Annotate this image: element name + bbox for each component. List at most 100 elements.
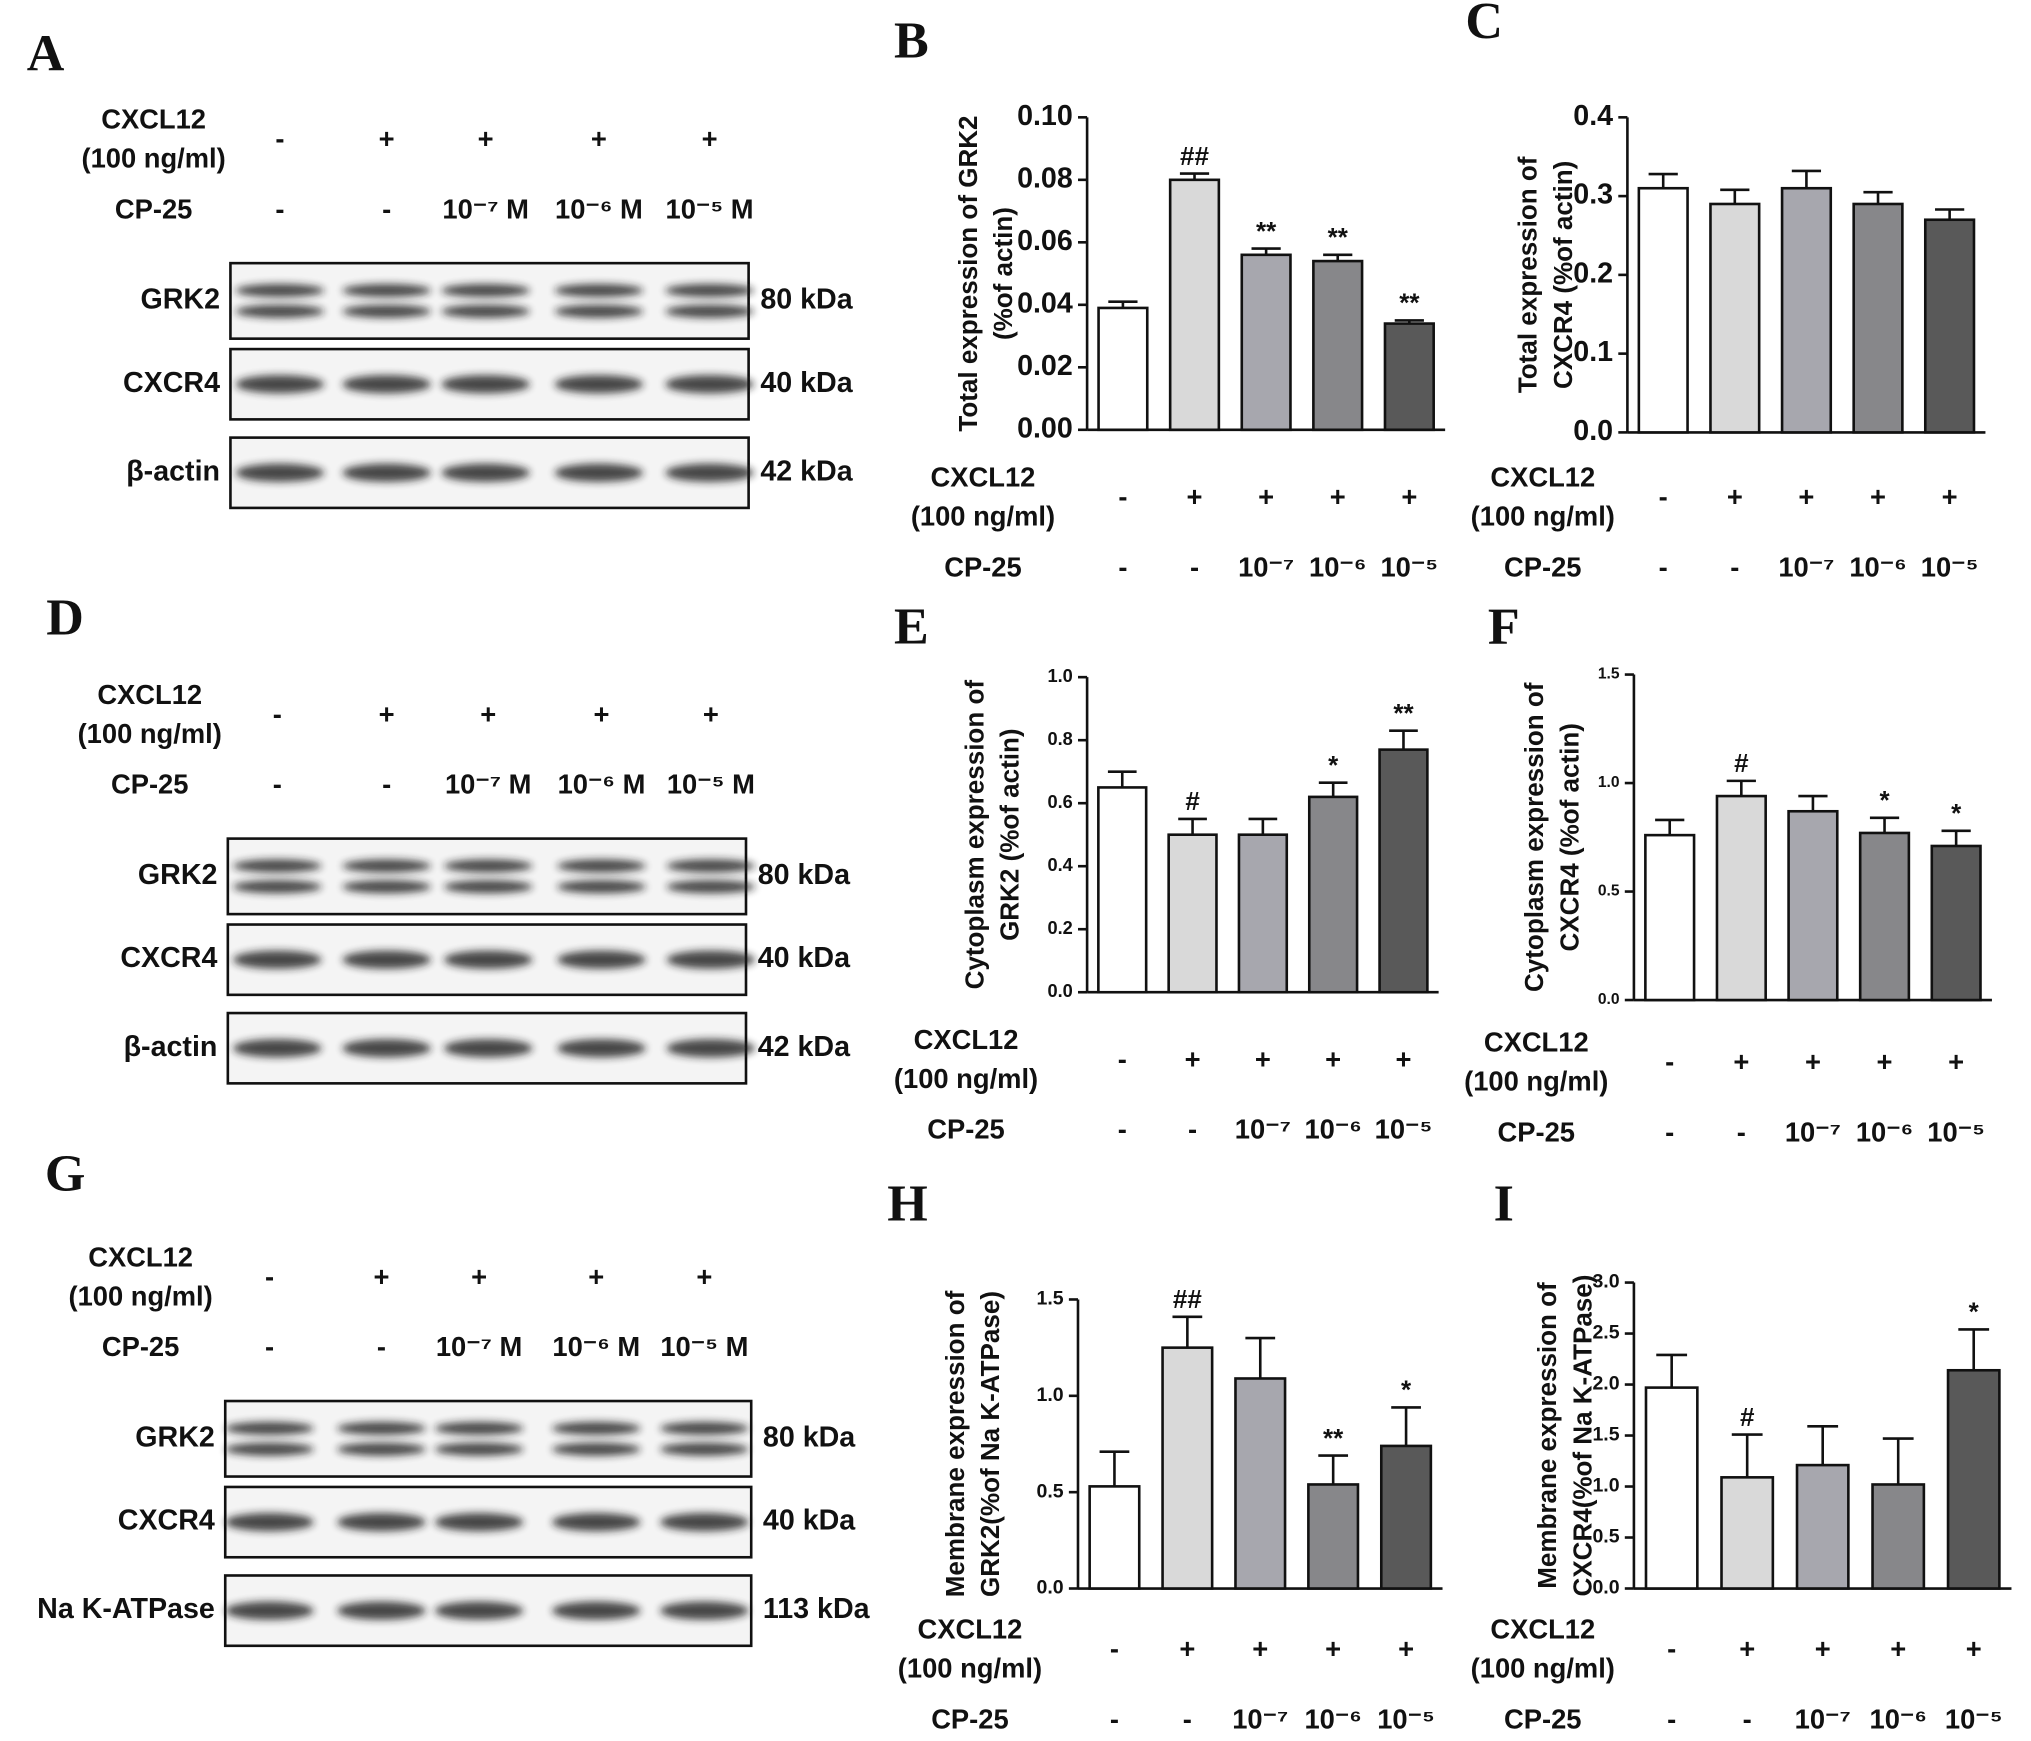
band-label: CXCR4 — [118, 1505, 215, 1537]
band — [235, 375, 325, 394]
band — [666, 950, 756, 969]
band — [225, 1442, 314, 1456]
condition-value: + — [1727, 481, 1743, 512]
condition-value: - — [273, 769, 282, 800]
panel-letter: H — [887, 1175, 928, 1232]
band — [225, 1512, 314, 1532]
condition-value: - — [265, 1331, 274, 1362]
condition-value: + — [373, 1261, 389, 1292]
bar — [1787, 809, 1839, 1002]
condition-label: (100 ng/ml) — [68, 1280, 212, 1311]
condition-label: CP-25 — [927, 1114, 1004, 1145]
y-axis-label: Total expression of GRK2 — [953, 116, 983, 432]
y-tick-label: 2.0 — [1592, 1373, 1619, 1395]
condition-label: CP-25 — [944, 551, 1021, 582]
panel-letter: D — [46, 589, 84, 646]
band-label: Na K-ATPase — [37, 1593, 215, 1625]
band — [342, 859, 431, 873]
band — [342, 375, 431, 394]
band-label: GRK2 — [138, 859, 218, 891]
y-tick-label: 1.0 — [1047, 666, 1072, 686]
condition-value: + — [1187, 481, 1203, 512]
condition-value: 10⁻⁷ — [1238, 551, 1294, 582]
significance-label: * — [1401, 1375, 1412, 1405]
y-tick-label: 0.4 — [1573, 100, 1613, 132]
blot-box — [229, 261, 750, 340]
band — [441, 283, 530, 298]
y-axis-label: GRK2 (%of actin) — [994, 728, 1024, 940]
significance-label: * — [1879, 785, 1890, 815]
condition-value: - — [265, 1261, 274, 1292]
band — [666, 880, 756, 894]
condition-label: CXCL12 — [1484, 1027, 1589, 1058]
y-tick-label: 1.5 — [1037, 1288, 1064, 1310]
y-tick-label: 0.0 — [1037, 1577, 1064, 1599]
y-tick-label: 0.02 — [1017, 350, 1073, 382]
band-size: 42 kDa — [760, 455, 853, 487]
band-label: CXCR4 — [120, 942, 217, 974]
y-tick-label: 1.0 — [1037, 1384, 1064, 1406]
band — [441, 375, 530, 394]
bar — [1240, 253, 1292, 432]
bar — [1923, 218, 1976, 434]
condition-value: 10⁻⁷ — [1785, 1116, 1841, 1147]
panel-letter: I — [1494, 1175, 1514, 1232]
band — [434, 1442, 524, 1456]
condition-label: CP-25 — [102, 1331, 179, 1362]
y-tick-label: 0.10 — [1017, 100, 1073, 132]
condition-value: - — [1118, 481, 1127, 512]
condition-label: (100 ng/ml) — [894, 1063, 1038, 1094]
condition-value: 10⁻⁶ — [1870, 1704, 1927, 1735]
bar — [1097, 306, 1149, 432]
condition-value: 10⁻⁵ M — [667, 769, 755, 800]
bar — [1307, 1483, 1360, 1590]
condition-value: - — [1667, 1633, 1676, 1664]
y-tick-label: 0.0 — [1573, 415, 1613, 447]
y-tick-label: 1.5 — [1592, 1424, 1619, 1446]
band — [235, 283, 325, 298]
y-tick-label: 0.5 — [1592, 1526, 1619, 1548]
bar — [1858, 831, 1911, 1002]
condition-label: (100 ng/ml) — [78, 718, 222, 749]
bar — [1383, 322, 1435, 432]
bar — [1307, 795, 1359, 994]
band — [552, 1421, 641, 1435]
band — [225, 1601, 314, 1620]
y-tick-label: 0.0 — [1592, 1577, 1619, 1599]
condition-value: - — [1659, 481, 1668, 512]
condition-value: 10⁻⁶ — [1304, 1114, 1361, 1145]
condition-value: 10⁻⁵ — [1375, 1114, 1433, 1145]
condition-value: + — [1942, 481, 1958, 512]
band — [665, 304, 754, 318]
condition-value: + — [1739, 1633, 1755, 1664]
band — [443, 859, 533, 873]
band-size: 80 kDa — [760, 283, 853, 315]
bar — [1795, 1463, 1850, 1590]
condition-value: + — [1252, 1633, 1268, 1664]
band — [443, 950, 533, 969]
condition-value: - — [1118, 1114, 1127, 1145]
condition-value: - — [1737, 1116, 1746, 1147]
condition-value: - — [275, 193, 284, 224]
bar — [1234, 1377, 1287, 1590]
panel-letter: A — [27, 26, 65, 83]
band-size: 80 kDa — [763, 1421, 856, 1453]
bar — [1167, 833, 1218, 994]
condition-value: 10⁻⁵ — [1927, 1116, 1985, 1147]
band — [434, 1512, 524, 1532]
y-tick-label: 0.5 — [1598, 883, 1620, 900]
band-size: 80 kDa — [758, 859, 851, 891]
band — [557, 950, 646, 969]
band-size: 40 kDa — [758, 942, 851, 974]
band — [557, 1039, 646, 1058]
condition-value: 10⁻⁷ — [1778, 551, 1834, 582]
band — [660, 1601, 749, 1620]
condition-value: + — [480, 698, 496, 729]
condition-label: (100 ng/ml) — [898, 1653, 1042, 1684]
condition-value: + — [702, 123, 718, 154]
condition-label: CXCL12 — [1490, 461, 1595, 492]
condition-value: - — [1110, 1704, 1119, 1735]
bar — [1637, 186, 1689, 434]
significance-label: ** — [1256, 216, 1277, 246]
